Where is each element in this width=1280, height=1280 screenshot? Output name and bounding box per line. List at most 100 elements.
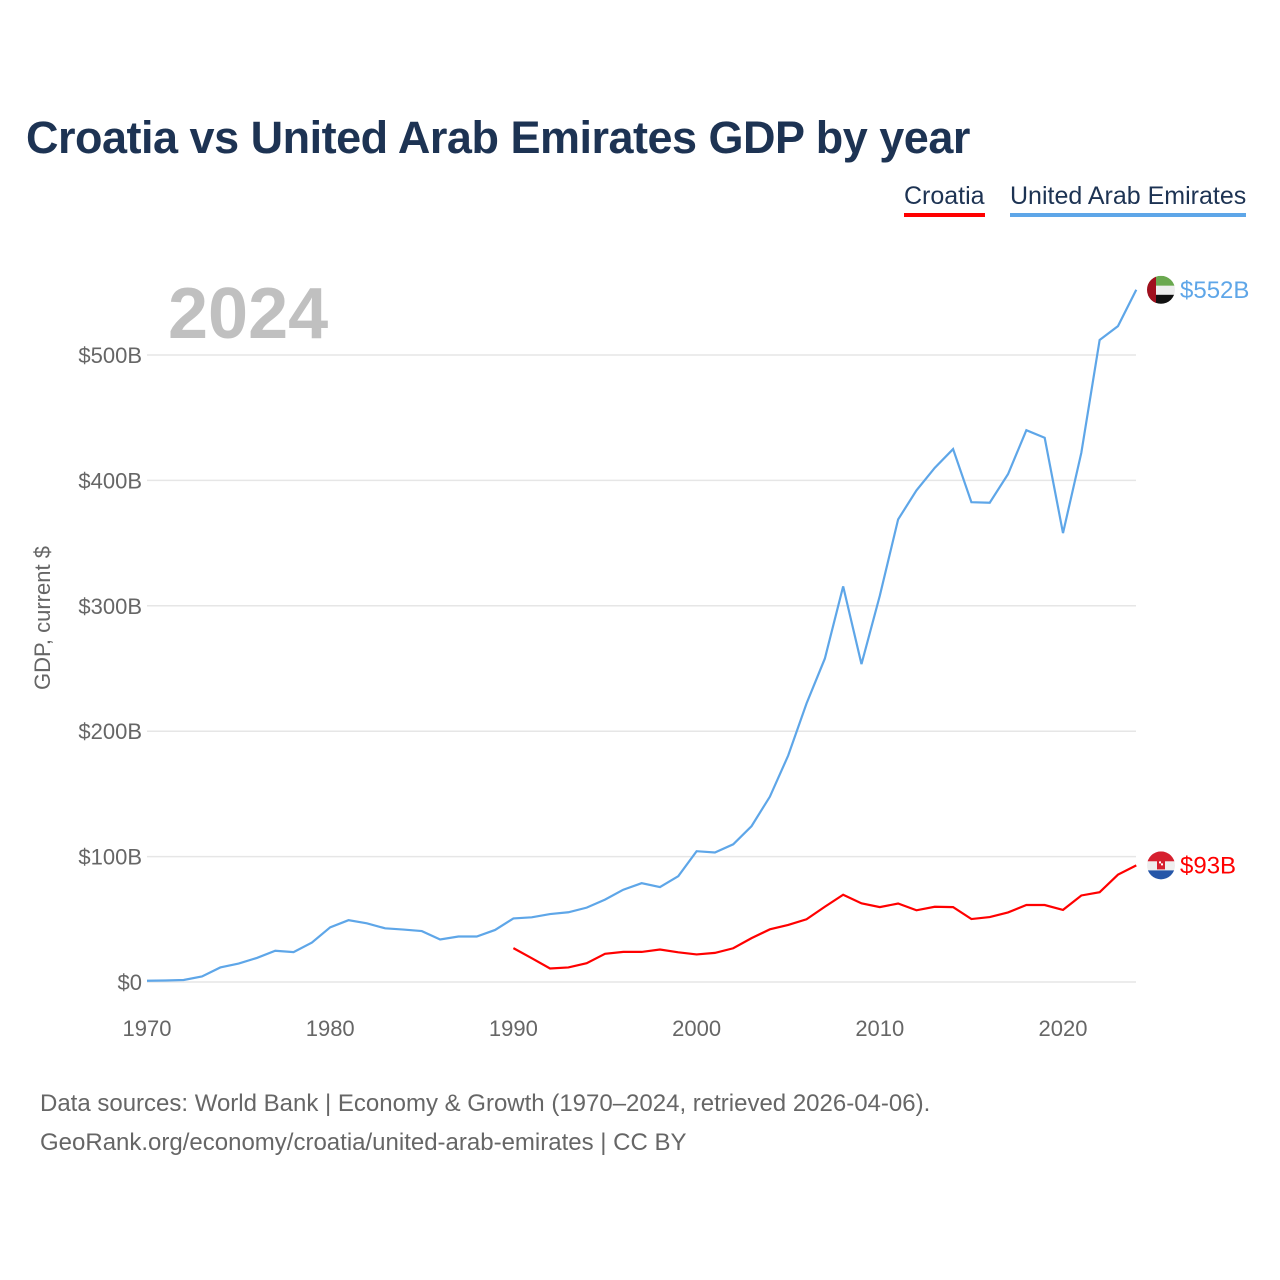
data-point[interactable]	[639, 949, 645, 955]
data-point[interactable]	[144, 978, 150, 984]
data-point[interactable]	[712, 849, 718, 855]
data-point[interactable]	[1097, 889, 1103, 895]
y-axis-label: GDP, current $	[30, 546, 55, 690]
data-point[interactable]	[785, 922, 791, 928]
data-point[interactable]	[1078, 892, 1084, 898]
data-point[interactable]	[1023, 902, 1029, 908]
data-point[interactable]	[968, 916, 974, 922]
data-point[interactable]	[236, 961, 242, 967]
data-point[interactable]	[620, 949, 626, 955]
source-line-2[interactable]: GeoRank.org/economy/croatia/united-arab-…	[40, 1129, 687, 1156]
data-point[interactable]	[181, 977, 187, 983]
data-point[interactable]	[840, 583, 846, 589]
series-line-croatia[interactable]	[512, 864, 1137, 970]
data-point[interactable]	[639, 880, 645, 886]
data-point[interactable]	[1097, 337, 1103, 343]
data-point[interactable]	[913, 907, 919, 913]
data-point[interactable]	[1133, 862, 1139, 868]
data-point[interactable]	[950, 904, 956, 910]
data-point[interactable]	[455, 933, 461, 939]
data-point[interactable]	[767, 926, 773, 932]
data-point[interactable]	[1005, 909, 1011, 915]
data-point[interactable]	[309, 940, 315, 946]
y-tick-label: $400B	[78, 468, 142, 493]
data-point[interactable]	[767, 794, 773, 800]
data-point[interactable]	[1060, 530, 1066, 536]
data-point[interactable]	[1042, 902, 1048, 908]
data-point[interactable]	[877, 593, 883, 599]
data-point[interactable]	[529, 914, 535, 920]
data-point[interactable]	[712, 950, 718, 956]
data-point[interactable]	[602, 897, 608, 903]
data-point[interactable]	[932, 465, 938, 471]
data-point[interactable]	[565, 909, 571, 915]
data-point[interactable]	[327, 924, 333, 930]
data-point[interactable]	[675, 949, 681, 955]
data-point[interactable]	[510, 915, 516, 921]
data-point[interactable]	[217, 964, 223, 970]
data-point[interactable]	[382, 925, 388, 931]
data-point[interactable]	[657, 884, 663, 890]
data-point[interactable]	[804, 916, 810, 922]
data-point[interactable]	[1042, 435, 1048, 441]
data-point[interactable]	[529, 955, 535, 961]
data-point[interactable]	[730, 945, 736, 951]
data-point[interactable]	[364, 920, 370, 926]
data-point[interactable]	[730, 841, 736, 847]
data-point[interactable]	[400, 927, 406, 933]
data-point[interactable]	[584, 960, 590, 966]
data-point[interactable]	[675, 873, 681, 879]
data-point[interactable]	[291, 949, 297, 955]
end-value-label: $93B	[1180, 852, 1236, 879]
data-point[interactable]	[162, 977, 168, 983]
legend-uae[interactable]: United Arab Emirates	[1010, 182, 1247, 217]
data-point[interactable]	[858, 900, 864, 906]
data-point[interactable]	[510, 945, 516, 951]
data-point[interactable]	[657, 947, 663, 953]
data-point[interactable]	[822, 904, 828, 910]
data-point[interactable]	[749, 823, 755, 829]
data-point[interactable]	[785, 753, 791, 759]
data-point[interactable]	[913, 487, 919, 493]
data-point[interactable]	[547, 911, 553, 917]
data-point[interactable]	[492, 927, 498, 933]
data-point[interactable]	[1005, 471, 1011, 477]
data-point[interactable]	[1115, 872, 1121, 878]
data-point[interactable]	[932, 904, 938, 910]
data-point[interactable]	[254, 955, 260, 961]
data-point[interactable]	[346, 917, 352, 923]
legend-croatia[interactable]: Croatia	[904, 182, 985, 217]
data-point[interactable]	[584, 905, 590, 911]
data-point[interactable]	[1060, 907, 1066, 913]
data-point[interactable]	[1078, 450, 1084, 456]
data-point[interactable]	[1133, 287, 1139, 293]
data-point[interactable]	[749, 935, 755, 941]
data-point[interactable]	[950, 446, 956, 452]
data-point[interactable]	[419, 928, 425, 934]
data-point[interactable]	[804, 700, 810, 706]
data-point[interactable]	[987, 500, 993, 506]
data-point[interactable]	[694, 951, 700, 957]
data-point[interactable]	[1023, 427, 1029, 433]
x-tick-label: 2000	[672, 1016, 721, 1041]
data-point[interactable]	[1115, 323, 1121, 329]
data-point[interactable]	[877, 904, 883, 910]
data-point[interactable]	[822, 656, 828, 662]
data-point[interactable]	[694, 848, 700, 854]
data-point[interactable]	[895, 516, 901, 522]
data-point[interactable]	[272, 948, 278, 954]
data-point[interactable]	[987, 914, 993, 920]
data-point[interactable]	[437, 936, 443, 942]
data-point[interactable]	[840, 892, 846, 898]
data-point[interactable]	[620, 887, 626, 893]
data-point[interactable]	[474, 933, 480, 939]
data-point[interactable]	[858, 661, 864, 667]
series-line-uae[interactable]	[146, 289, 1138, 982]
data-point[interactable]	[968, 499, 974, 505]
data-point[interactable]	[547, 965, 553, 971]
data-point[interactable]	[895, 900, 901, 906]
data-point[interactable]	[199, 973, 205, 979]
data-point[interactable]	[565, 964, 571, 970]
data-point[interactable]	[602, 951, 608, 957]
